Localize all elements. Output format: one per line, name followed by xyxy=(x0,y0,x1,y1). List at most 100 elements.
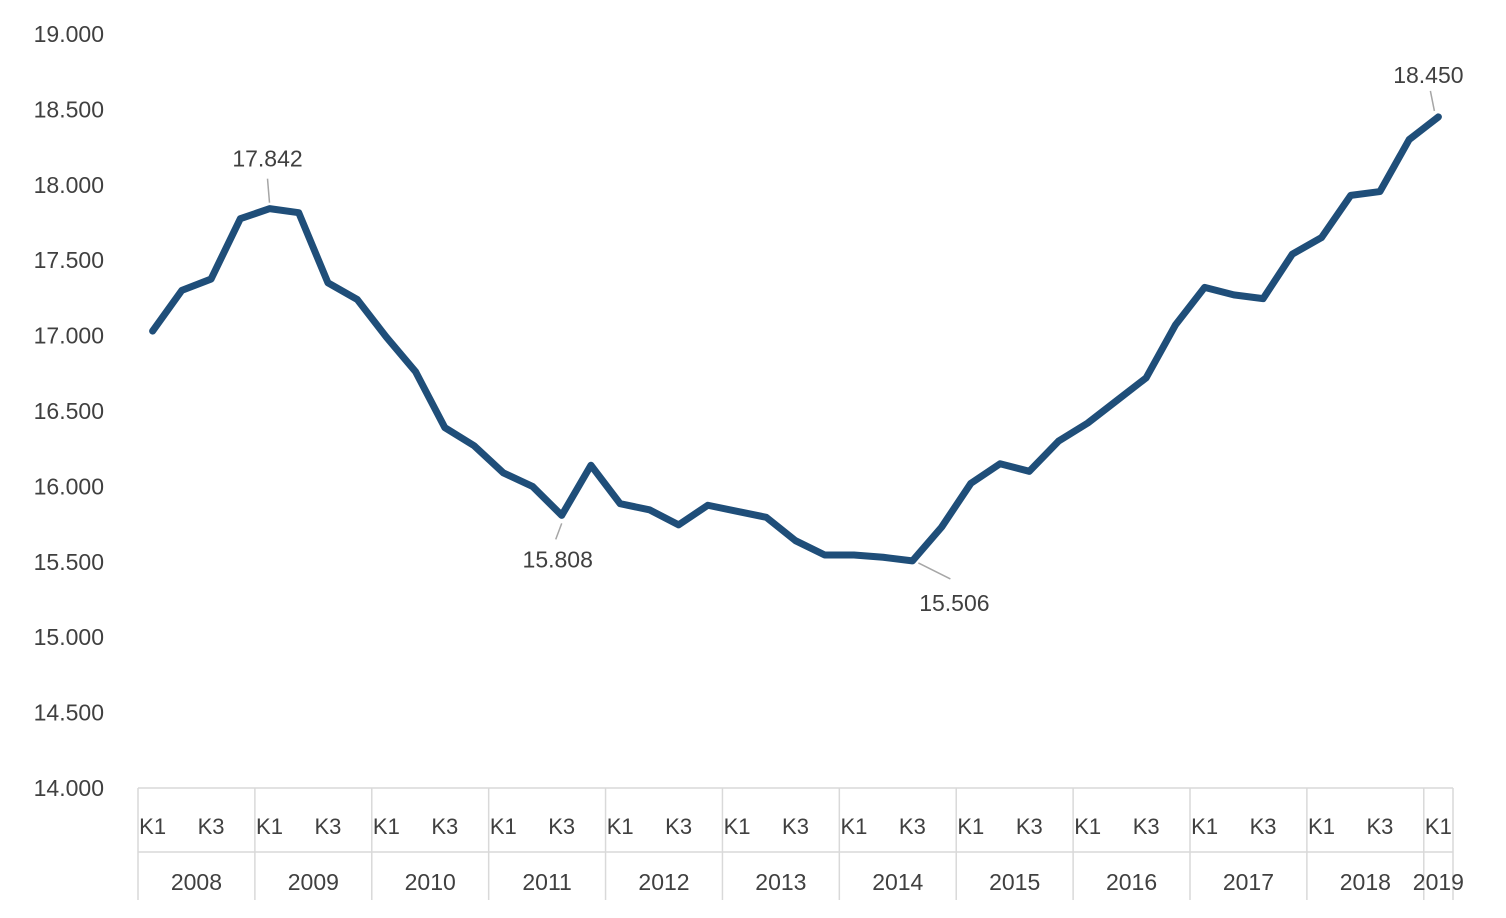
data-point xyxy=(1172,322,1179,329)
data-point xyxy=(500,469,507,476)
data-point xyxy=(675,521,682,528)
quarter-label: K1 xyxy=(957,814,984,839)
quarter-label: K3 xyxy=(431,814,458,839)
quarter-label: K1 xyxy=(373,814,400,839)
quarter-label: K1 xyxy=(1074,814,1101,839)
plot-area xyxy=(149,113,1442,565)
data-point xyxy=(1435,113,1442,120)
data-point xyxy=(880,554,887,561)
data-point xyxy=(1406,136,1413,143)
year-label: 2011 xyxy=(522,869,571,895)
y-tick-label: 17.000 xyxy=(34,323,104,349)
leader-line xyxy=(266,178,271,203)
quarter-label: K1 xyxy=(139,814,166,839)
quarter-label: K3 xyxy=(899,814,926,839)
y-tick-label: 14.500 xyxy=(34,700,104,726)
quarter-label: K1 xyxy=(490,814,517,839)
data-point xyxy=(821,552,828,559)
data-point xyxy=(646,506,653,513)
y-tick-label: 16.000 xyxy=(34,473,104,499)
quarter-label: K1 xyxy=(1191,814,1218,839)
data-point xyxy=(178,287,185,294)
year-label: 2018 xyxy=(1340,869,1391,895)
quarter-label: K1 xyxy=(840,814,867,839)
data-point xyxy=(1201,284,1208,291)
y-tick-label: 16.500 xyxy=(34,398,104,424)
data-point xyxy=(558,512,565,519)
data-point xyxy=(1230,291,1237,298)
data-labels: 17.842 15.808 15.506 18.450 xyxy=(232,62,1463,616)
data-point xyxy=(324,279,331,286)
year-label: 2016 xyxy=(1106,869,1157,895)
data-point xyxy=(471,442,478,449)
x-axis: 2008 K1 K3 2009 K1 K3 2010 K1 K3 2011 K1 K3 2012 K1 K3… xyxy=(137,787,1464,900)
series-line xyxy=(149,113,1442,565)
data-point xyxy=(792,537,799,544)
quarter-label: K1 xyxy=(1308,814,1335,839)
data-point xyxy=(529,483,536,490)
year-label: 2017 xyxy=(1223,869,1274,895)
data-point xyxy=(1143,374,1150,381)
data-point xyxy=(997,460,1004,467)
data-label: 15.506 xyxy=(919,590,989,616)
data-point xyxy=(441,424,448,431)
data-point xyxy=(763,514,770,521)
data-point xyxy=(1376,188,1383,195)
data-point xyxy=(704,502,711,509)
data-label: 17.842 xyxy=(232,146,302,172)
data-label: 15.808 xyxy=(523,546,593,572)
data-point xyxy=(909,557,916,564)
data-point xyxy=(295,209,302,216)
year-label: 2012 xyxy=(638,869,689,895)
y-tick-label: 19.000 xyxy=(34,21,104,47)
data-point xyxy=(354,296,361,303)
y-tick-label: 15.000 xyxy=(34,624,104,650)
year-label: 2015 xyxy=(989,869,1040,895)
quarter-label: K3 xyxy=(1016,814,1043,839)
data-point xyxy=(149,328,156,335)
y-axis: 14.000 14.500 15.000 15.500 16.000 16.500 17.0… xyxy=(34,21,104,801)
data-point xyxy=(208,276,215,283)
quarter-label: K3 xyxy=(782,814,809,839)
data-point xyxy=(266,205,273,212)
year-label: 2013 xyxy=(755,869,806,895)
quarter-label: K1 xyxy=(256,814,283,839)
y-tick-label: 14.000 xyxy=(34,775,104,801)
quarter-label: K3 xyxy=(1250,814,1277,839)
year-label: 2010 xyxy=(405,869,456,895)
data-point xyxy=(1289,251,1296,258)
quarter-label: K1 xyxy=(607,814,634,839)
data-point xyxy=(1055,438,1062,445)
quarter-label: K3 xyxy=(314,814,341,839)
quarter-label: K3 xyxy=(198,814,225,839)
data-point xyxy=(734,508,741,515)
data-point xyxy=(1026,468,1033,475)
data-point xyxy=(383,334,390,341)
year-label: 2009 xyxy=(288,869,339,895)
data-point xyxy=(617,500,624,507)
year-label: 2014 xyxy=(872,869,923,895)
data-point xyxy=(850,552,857,559)
data-point xyxy=(938,524,945,531)
quarter-label: K3 xyxy=(1133,814,1160,839)
quarter-label: K3 xyxy=(665,814,692,839)
data-point xyxy=(1113,397,1120,404)
y-tick-label: 18.500 xyxy=(34,96,104,122)
data-point xyxy=(587,462,594,469)
quarter-label: K1 xyxy=(1425,814,1452,839)
y-tick-label: 17.500 xyxy=(34,247,104,273)
year-label: 2008 xyxy=(171,869,222,895)
data-point xyxy=(412,368,419,375)
y-tick-label: 18.000 xyxy=(34,172,104,198)
data-point xyxy=(1084,420,1091,427)
year-label: 2019 xyxy=(1413,869,1464,895)
data-point xyxy=(967,480,974,487)
leader-line xyxy=(918,562,951,580)
data-point xyxy=(1347,192,1354,199)
leader-line xyxy=(555,523,563,540)
quarter-label: K3 xyxy=(1366,814,1393,839)
data-point xyxy=(1318,234,1325,241)
quarter-label: K1 xyxy=(724,814,751,839)
leader-line xyxy=(1429,90,1436,112)
